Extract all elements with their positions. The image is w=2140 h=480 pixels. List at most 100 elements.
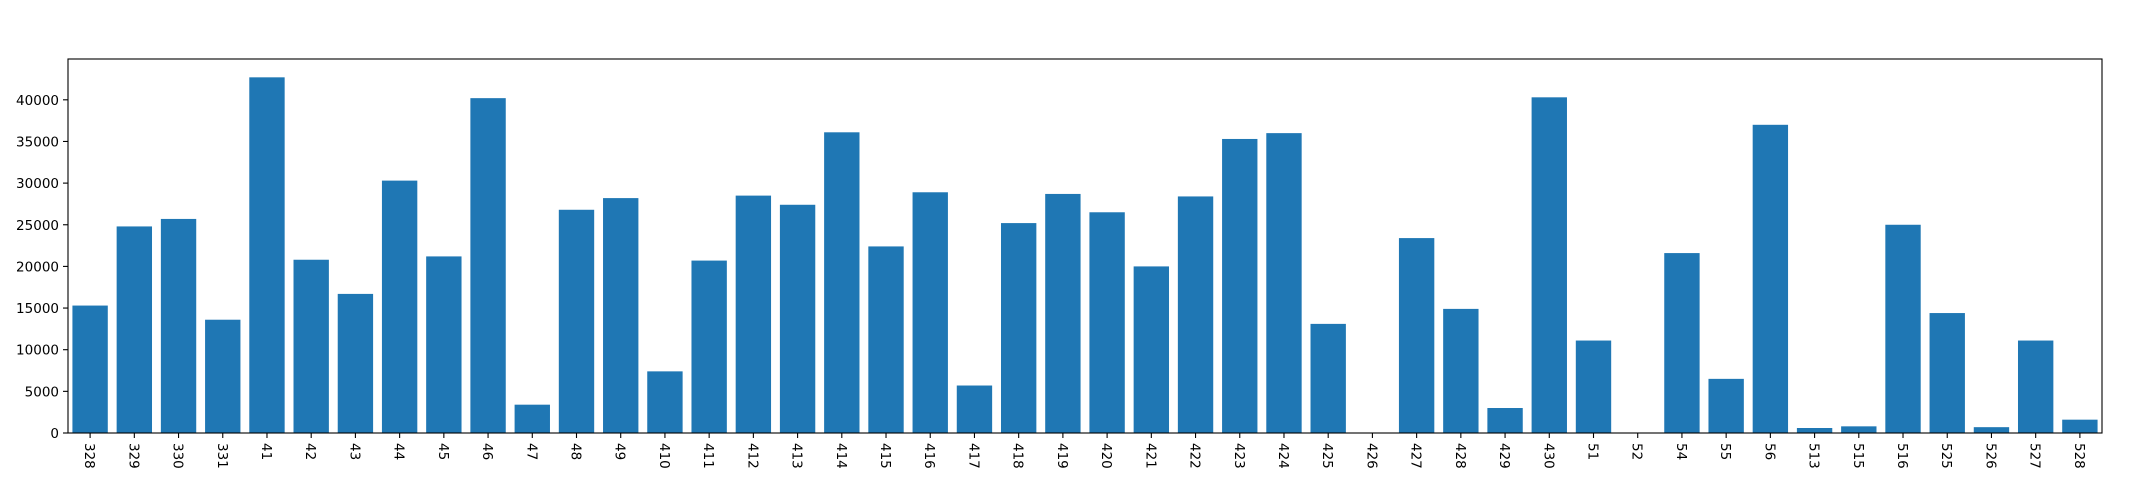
bar-526 bbox=[1973, 427, 2010, 433]
bar-513 bbox=[1796, 428, 1833, 433]
bar-46 bbox=[470, 98, 506, 434]
x-tick-label: 425 bbox=[1319, 443, 1335, 469]
x-tick-label: 49 bbox=[612, 443, 628, 460]
bar-48 bbox=[558, 209, 595, 433]
x-axis-ticks: 328 329 330 331 41 42 43 44 45 46 47 48 49 410 411 412 4… bbox=[81, 433, 2087, 469]
x-tick-label: 429 bbox=[1496, 443, 1512, 469]
y-tick-label: 0 bbox=[50, 426, 59, 442]
y-tick-label: 15000 bbox=[16, 301, 59, 317]
x-tick-label: 527 bbox=[2027, 443, 2043, 469]
x-tick-label: 414 bbox=[833, 443, 849, 469]
bar-415 bbox=[868, 246, 904, 433]
bar-56 bbox=[1752, 124, 1789, 434]
x-tick-label: 415 bbox=[877, 443, 893, 469]
x-tick-label: 411 bbox=[700, 443, 716, 469]
x-tick-label: 44 bbox=[391, 443, 407, 460]
bar-411 bbox=[691, 260, 727, 433]
x-tick-label: 428 bbox=[1452, 443, 1468, 469]
x-tick-label: 426 bbox=[1363, 443, 1379, 469]
y-axis-ticks: 0 5000 10000 15000 20000 25000 30000 35000 40000 bbox=[16, 93, 68, 442]
x-tick-label: 52 bbox=[1629, 443, 1645, 460]
x-tick-label: 419 bbox=[1054, 443, 1070, 469]
bar-515 bbox=[1841, 426, 1877, 433]
bar-421 bbox=[1133, 266, 1170, 433]
bar-44 bbox=[381, 180, 418, 433]
bar-429 bbox=[1487, 408, 1523, 433]
bar-424 bbox=[1266, 133, 1302, 433]
bar-423 bbox=[1222, 138, 1258, 433]
bar-420 bbox=[1089, 212, 1125, 433]
plot-frame bbox=[67, 58, 2103, 434]
bar-419 bbox=[1045, 193, 1081, 433]
x-tick-label: 46 bbox=[479, 443, 495, 460]
bar-417 bbox=[956, 385, 993, 433]
x-tick-label: 427 bbox=[1408, 443, 1424, 469]
x-tick-label: 51 bbox=[1585, 443, 1601, 460]
x-tick-label: 54 bbox=[1673, 443, 1689, 460]
y-tick-label: 35000 bbox=[16, 134, 59, 150]
bar-47 bbox=[514, 404, 550, 433]
bar-54 bbox=[1664, 253, 1700, 433]
x-tick-label: 423 bbox=[1231, 443, 1247, 469]
y-tick-label: 5000 bbox=[25, 384, 59, 400]
bars-group bbox=[72, 77, 2098, 434]
x-tick-label: 516 bbox=[1894, 443, 1910, 469]
x-tick-label: 418 bbox=[1010, 443, 1026, 469]
bar-428 bbox=[1443, 308, 1479, 433]
x-tick-label: 329 bbox=[125, 443, 141, 469]
bar-42 bbox=[293, 259, 329, 433]
bar-49 bbox=[603, 198, 639, 433]
bar-331 bbox=[205, 319, 241, 433]
bar-525 bbox=[1929, 313, 1965, 433]
bar-410 bbox=[647, 371, 683, 433]
y-tick-label: 40000 bbox=[16, 93, 59, 109]
x-tick-label: 528 bbox=[2071, 443, 2087, 469]
x-tick-label: 56 bbox=[1761, 443, 1777, 460]
x-tick-label: 331 bbox=[214, 443, 230, 469]
x-tick-label: 413 bbox=[789, 443, 805, 469]
x-tick-label: 45 bbox=[435, 443, 451, 460]
x-tick-label: 424 bbox=[1275, 443, 1291, 469]
bar-43 bbox=[337, 293, 374, 433]
bar-527 bbox=[2017, 340, 2054, 433]
bar-425 bbox=[1310, 323, 1346, 433]
x-tick-label: 416 bbox=[921, 443, 937, 469]
x-tick-label: 43 bbox=[346, 443, 362, 460]
x-tick-label: 430 bbox=[1540, 443, 1556, 469]
bar-427 bbox=[1398, 238, 1435, 433]
x-tick-label: 525 bbox=[1938, 443, 1954, 469]
x-tick-label: 420 bbox=[1098, 443, 1114, 469]
x-tick-label: 421 bbox=[1142, 443, 1158, 469]
bar-528 bbox=[2062, 419, 2098, 433]
x-tick-label: 513 bbox=[1806, 443, 1822, 469]
x-tick-label: 330 bbox=[170, 443, 186, 469]
x-tick-label: 55 bbox=[1717, 443, 1733, 460]
bar-45 bbox=[426, 256, 462, 433]
bar-330 bbox=[160, 218, 197, 433]
x-tick-label: 41 bbox=[258, 443, 274, 460]
x-tick-label: 422 bbox=[1187, 443, 1203, 469]
bar-329 bbox=[116, 226, 153, 433]
bar-430 bbox=[1531, 97, 1567, 433]
x-tick-label: 412 bbox=[744, 443, 760, 469]
y-tick-label: 10000 bbox=[16, 343, 59, 359]
x-tick-label: 328 bbox=[81, 443, 97, 469]
y-tick-label: 25000 bbox=[16, 218, 59, 234]
bar-416 bbox=[912, 192, 948, 433]
x-tick-label: 47 bbox=[523, 443, 539, 460]
x-tick-label: 515 bbox=[1850, 443, 1866, 469]
x-tick-label: 410 bbox=[656, 443, 672, 469]
bar-51 bbox=[1575, 340, 1612, 433]
bar-414 bbox=[824, 132, 860, 434]
bar-41 bbox=[249, 77, 285, 433]
bar-422 bbox=[1177, 196, 1214, 433]
bar-55 bbox=[1708, 378, 1744, 433]
x-tick-label: 48 bbox=[568, 443, 584, 460]
x-tick-label: 42 bbox=[302, 443, 318, 460]
bar-328 bbox=[72, 305, 108, 433]
bar-413 bbox=[779, 204, 816, 433]
y-tick-label: 30000 bbox=[16, 176, 59, 192]
x-tick-label: 417 bbox=[965, 443, 981, 469]
bar-412 bbox=[735, 195, 772, 433]
